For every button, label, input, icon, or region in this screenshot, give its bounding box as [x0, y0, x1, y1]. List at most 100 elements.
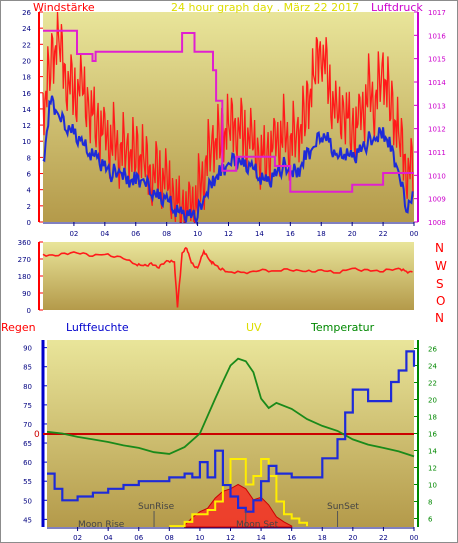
bottom-x-tick-14: 14 — [257, 534, 266, 542]
wind-y-tick-16: 16 — [22, 90, 31, 98]
x-tick-02: 02 — [69, 230, 78, 238]
pressure-y-tick-1008: 1008 — [428, 219, 446, 227]
wind-y-tick-4: 4 — [27, 187, 32, 195]
temp-y-tick-10: 10 — [428, 482, 437, 490]
x-tick-08: 08 — [162, 230, 171, 238]
bottom-x-tick-04: 04 — [104, 534, 113, 542]
bottom-x-tick-10: 10 — [195, 534, 204, 542]
x-tick-06: 06 — [131, 230, 140, 238]
wind-y-tick-18: 18 — [22, 74, 31, 82]
pressure-series — [43, 29, 414, 193]
direction-y-tick-0: 0 — [27, 307, 31, 315]
pressure-y-tick-1009: 1009 — [428, 196, 446, 204]
humidity-y-tick-80: 80 — [23, 383, 32, 391]
humidity-y-tick-50: 50 — [23, 497, 32, 505]
wind-direction-plot-area — [43, 242, 414, 310]
humidity-y-tick-75: 75 — [23, 402, 32, 410]
wind-y-tick-8: 8 — [27, 154, 31, 162]
temp-y-tick-14: 14 — [428, 448, 437, 456]
sunset-label: SunSet — [327, 502, 359, 512]
x-tick-14: 14 — [255, 230, 264, 238]
x-tick-00: 00 — [410, 230, 419, 238]
humidity-label: Luftfeuchte — [66, 321, 129, 334]
bottom-x-tick-18: 18 — [318, 534, 327, 542]
bottom-x-tick-12: 12 — [226, 534, 235, 542]
rain-zero-label: 0 — [34, 430, 40, 440]
moonset-label: Moon Set — [236, 520, 279, 530]
temp-y-tick-12: 12 — [428, 465, 437, 473]
wind-gust-series — [42, 11, 414, 224]
temp-y-tick-8: 8 — [428, 499, 432, 507]
bottom-x-tick-06: 06 — [134, 534, 143, 542]
wind-direction-series — [42, 246, 413, 308]
temp-y-tick-16: 16 — [428, 431, 437, 439]
pressure-y-tick-1011: 1011 — [428, 149, 446, 157]
pressure-y-tick-1013: 1013 — [428, 102, 446, 110]
direction-y-tick-360: 360 — [18, 239, 31, 247]
temp-y-tick-26: 26 — [428, 346, 437, 354]
humidity-y-tick-85: 85 — [23, 364, 32, 372]
uv-label: UV — [246, 321, 262, 334]
pressure-y-tick-1017: 1017 — [428, 9, 446, 17]
wind-y-tick-12: 12 — [22, 122, 31, 130]
temp-y-tick-24: 24 — [428, 363, 437, 371]
wind-average-series — [42, 95, 414, 226]
direction-y-tick-270: 270 — [18, 256, 31, 264]
pressure-y-tick-1010: 1010 — [428, 172, 446, 180]
wind-strength-label: Windstärke — [33, 1, 95, 14]
bottom-x-tick-00: 00 — [410, 534, 419, 542]
pressure-y-tick-1016: 1016 — [428, 32, 446, 40]
temperature-series — [46, 357, 415, 458]
humidity-y-tick-60: 60 — [23, 459, 32, 467]
chart-title: 24 hour graph day . März 22 2017 — [171, 1, 359, 14]
wind-y-tick-24: 24 — [22, 25, 31, 33]
pressure-y-tick-1015: 1015 — [428, 56, 446, 64]
humidity-y-tick-45: 45 — [23, 516, 32, 524]
wind-y-tick-6: 6 — [27, 171, 32, 179]
x-tick-10: 10 — [193, 230, 202, 238]
compass-o: O — [436, 294, 445, 308]
bottom-x-tick-22: 22 — [379, 534, 388, 542]
x-tick-16: 16 — [286, 230, 295, 238]
direction-y-tick-180: 180 — [18, 273, 31, 281]
uv-series — [169, 458, 308, 528]
rain-label: Regen — [1, 321, 36, 334]
air-pressure-label: Luftdruck — [371, 1, 423, 14]
compass-n-top: N — [435, 241, 444, 255]
wind-y-tick-14: 14 — [22, 106, 31, 114]
humidity-y-tick-65: 65 — [23, 440, 32, 448]
humidity-y-tick-55: 55 — [23, 478, 32, 486]
compass-n-bottom: N — [435, 311, 444, 325]
temp-y-tick-20: 20 — [428, 397, 437, 405]
sunrise-label: SunRise — [138, 502, 175, 512]
temp-y-tick-6: 6 — [428, 516, 433, 524]
wind-y-tick-2: 2 — [27, 203, 31, 211]
bottom-x-tick-02: 02 — [73, 534, 82, 542]
moonrise-label: Moon Rise — [78, 520, 125, 530]
bottom-x-tick-08: 08 — [165, 534, 174, 542]
x-tick-04: 04 — [100, 230, 109, 238]
pressure-y-tick-1014: 1014 — [428, 79, 446, 87]
wind-y-tick-0: 0 — [27, 219, 31, 227]
x-tick-12: 12 — [224, 230, 233, 238]
humidity-y-tick-90: 90 — [23, 345, 32, 353]
humidity-series — [47, 350, 416, 513]
x-tick-18: 18 — [317, 230, 326, 238]
wind-y-tick-22: 22 — [22, 41, 31, 49]
direction-y-tick-90: 90 — [22, 290, 31, 298]
x-tick-22: 22 — [379, 230, 388, 238]
humidity-y-tick-70: 70 — [23, 421, 32, 429]
x-tick-20: 20 — [348, 230, 357, 238]
wind-y-tick-20: 20 — [22, 57, 31, 65]
wind-y-tick-10: 10 — [22, 138, 31, 146]
temperature-label: Temperatur — [310, 321, 375, 334]
pressure-y-tick-1012: 1012 — [428, 126, 446, 134]
temp-y-tick-22: 22 — [428, 380, 437, 388]
wind-y-tick-26: 26 — [22, 9, 31, 17]
compass-s: S — [436, 277, 444, 291]
bottom-x-tick-20: 20 — [348, 534, 357, 542]
temp-y-tick-18: 18 — [428, 414, 437, 422]
compass-w: W — [435, 259, 447, 273]
bottom-x-tick-16: 16 — [287, 534, 296, 542]
